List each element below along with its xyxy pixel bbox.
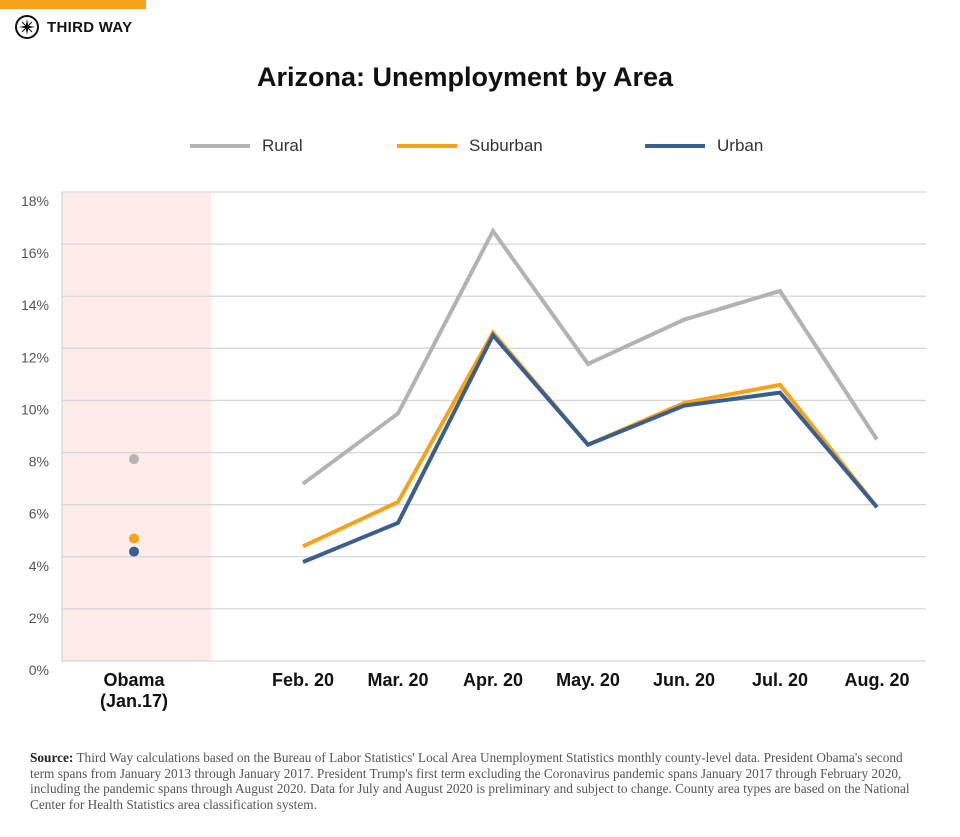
x-tick-label: Aug. 20: [844, 670, 909, 690]
legend-label: Suburban: [469, 136, 543, 155]
highlight-region: [62, 192, 211, 661]
brand-name: THIRD WAY: [47, 18, 133, 36]
y-tick-label: 6%: [29, 506, 49, 522]
x-tick-label: Apr. 20: [463, 670, 523, 690]
source-label: Source:: [30, 750, 74, 765]
y-tick-label: 2%: [29, 610, 49, 626]
obama-point-rural: [129, 454, 139, 465]
legend-label: Rural: [262, 136, 303, 155]
x-tick-label: Jun. 20: [653, 670, 715, 690]
legend-swatch: [397, 144, 457, 148]
y-tick-label: 8%: [29, 454, 49, 470]
x-tick-label: (Jan.17): [100, 691, 168, 711]
y-tick-label: 16%: [21, 245, 49, 261]
line-chart: 0% 2% 4% 6% 8% 10% 12% 14% 16% 18% Obama(Jan.17) Fe…: [21, 191, 926, 711]
chart-title: Arizona: Unemployment by Area: [256, 62, 674, 92]
series-line-urban: [302, 331, 879, 564]
y-tick-label: 14%: [21, 297, 49, 313]
y-tick-label: 10%: [21, 401, 49, 417]
legend-swatch: [645, 144, 705, 148]
source-text: Third Way calculations based on the Bure…: [30, 750, 910, 812]
legend-item-rural: Rural: [190, 136, 303, 156]
x-tick-label: Obama: [103, 670, 165, 690]
series-line-rural: [301, 227, 879, 486]
legend-item-suburban: Suburban: [397, 136, 543, 156]
y-tick-label: 0%: [29, 662, 49, 678]
legend-item-urban: Urban: [645, 136, 763, 156]
obama-point-suburban: [129, 533, 139, 544]
third-way-logo: THIRD WAY: [14, 14, 133, 40]
y-tick-label: 18%: [21, 193, 49, 209]
brand-accent-bar: [0, 0, 146, 9]
legend-swatch: [190, 144, 250, 148]
x-tick-label: Feb. 20: [272, 670, 334, 690]
x-tick-label: Jul. 20: [752, 670, 808, 690]
y-tick-label: 4%: [29, 558, 49, 574]
y-tick-label: 12%: [21, 349, 49, 365]
x-tick-label: Mar. 20: [367, 670, 428, 690]
compass-icon: [15, 15, 39, 39]
legend-label: Urban: [717, 136, 764, 155]
x-tick-label: May. 20: [556, 670, 620, 690]
source-note: Source: Third Way calculations based on …: [30, 750, 930, 812]
obama-point-urban: [129, 546, 139, 557]
